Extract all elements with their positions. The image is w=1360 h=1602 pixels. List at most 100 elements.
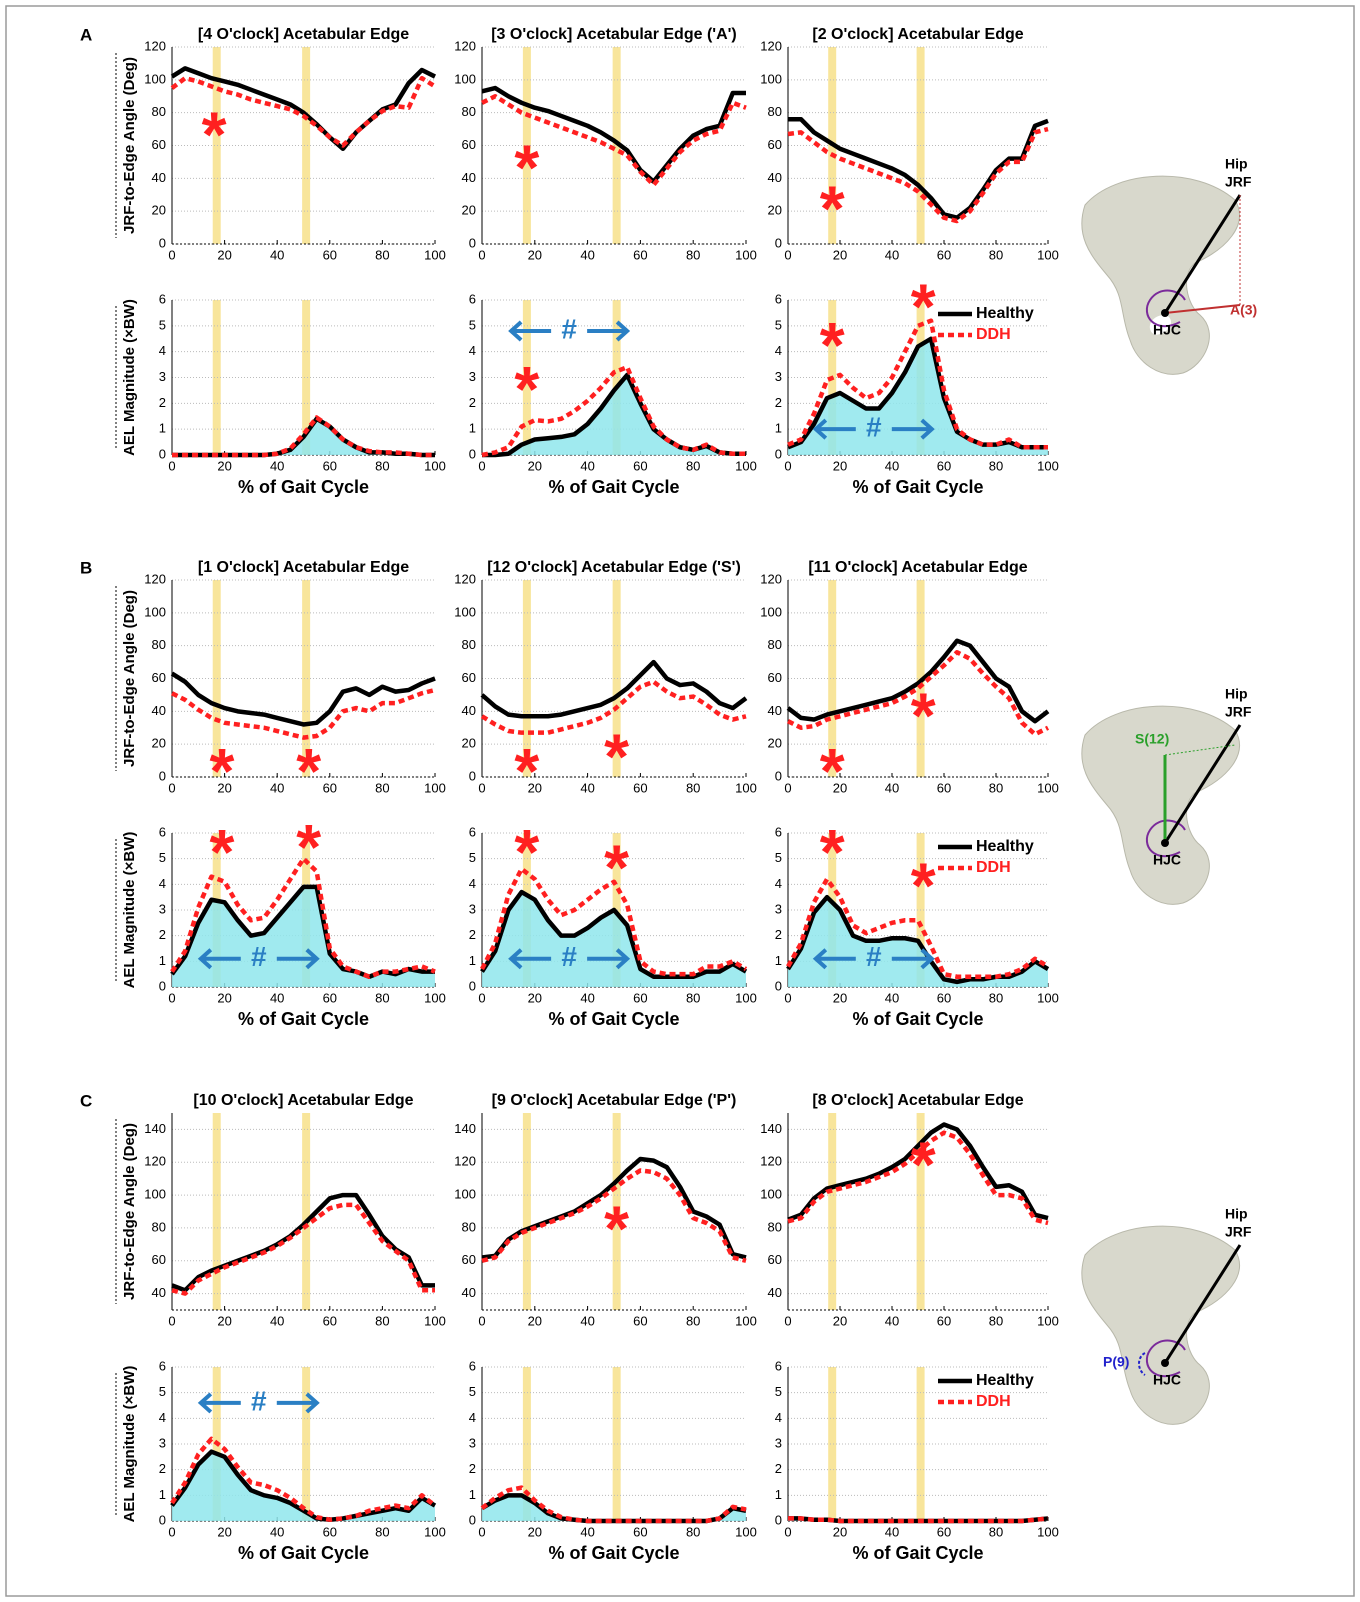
y-tick-label: 0	[775, 978, 782, 993]
x-tick-label: 20	[528, 247, 542, 262]
annotation: #	[561, 941, 577, 972]
y-tick-label: 3	[469, 1435, 476, 1450]
x-tick-label: 60	[937, 1313, 951, 1328]
y-tick-label: 2	[775, 927, 782, 942]
x-tick-label: 20	[833, 1524, 847, 1539]
y-tick-label: 1	[775, 1487, 782, 1502]
y-tick-label: 100	[454, 604, 476, 619]
x-tick-label: 0	[168, 990, 175, 1005]
annotation: #	[866, 941, 882, 972]
x-tick-label: 40	[885, 1313, 899, 1328]
y-tick-label: 80	[768, 637, 782, 652]
x-axis-label: % of Gait Cycle	[852, 1009, 983, 1029]
y-tick-label: 6	[159, 291, 166, 306]
x-tick-label: 80	[989, 780, 1003, 795]
x-tick-label: 0	[784, 780, 791, 795]
annotation: *	[820, 309, 845, 381]
y-tick-label: 0	[469, 1512, 476, 1527]
x-tick-label: 20	[528, 458, 542, 473]
x-tick-label: 60	[937, 1524, 951, 1539]
x-axis-label: % of Gait Cycle	[238, 1543, 369, 1563]
y-tick-label: 4	[775, 876, 782, 891]
annotation: *	[210, 735, 235, 807]
x-tick-label: 100	[1037, 1313, 1059, 1328]
x-tick-label: 80	[375, 990, 389, 1005]
y-tick-label: 6	[469, 1358, 476, 1373]
x-tick-label: 0	[478, 990, 485, 1005]
y-tick-label: 20	[152, 736, 166, 751]
x-tick-label: 20	[217, 247, 231, 262]
center-label: HJC	[1153, 1372, 1181, 1388]
y-tick-label: 60	[462, 670, 476, 685]
x-tick-label: 0	[784, 458, 791, 473]
y-tick-label: 80	[462, 637, 476, 652]
x-tick-label: 40	[885, 1524, 899, 1539]
x-tick-label: 40	[885, 247, 899, 262]
legend-label: Healthy	[976, 305, 1034, 322]
y-tick-label: 0	[469, 446, 476, 461]
x-tick-label: 60	[937, 990, 951, 1005]
x-tick-label: 40	[580, 780, 594, 795]
x-tick-label: 40	[580, 1524, 594, 1539]
x-tick-label: 40	[885, 780, 899, 795]
y-tick-label: 6	[469, 824, 476, 839]
y-axis-label: AEL Magnitude (×BW)	[121, 1366, 138, 1523]
chart-title: [10 O'clock] Acetabular Edge	[193, 1092, 413, 1109]
y-tick-label: 4	[469, 343, 476, 358]
pelvis	[1082, 1226, 1240, 1424]
y-tick-label: 100	[144, 604, 166, 619]
arrow	[587, 322, 627, 340]
x-axis-label: % of Gait Cycle	[238, 1009, 369, 1029]
force-label: Hip	[1225, 686, 1248, 702]
x-tick-label: 100	[1037, 458, 1059, 473]
x-tick-label: 60	[323, 780, 337, 795]
x-tick-label: 0	[478, 780, 485, 795]
x-axis-label: % of Gait Cycle	[548, 1543, 679, 1563]
chart-title: [2 O'clock] Acetabular Edge	[812, 26, 1023, 43]
x-tick-label: 40	[270, 247, 284, 262]
illustration: Hip JRF HJC A(3)	[1082, 156, 1257, 375]
x-tick-label: 40	[580, 990, 594, 1005]
y-tick-label: 100	[760, 71, 782, 86]
y-tick-label: 5	[159, 850, 166, 865]
y-tick-label: 80	[768, 104, 782, 119]
x-tick-label: 20	[833, 990, 847, 1005]
x-tick-label: 0	[478, 247, 485, 262]
x-tick-label: 100	[424, 990, 446, 1005]
y-tick-label: 40	[152, 1285, 166, 1300]
y-tick-label: 5	[775, 850, 782, 865]
y-tick-label: 0	[469, 768, 476, 783]
force-label: JRF	[1225, 704, 1252, 720]
highlight-band	[523, 1113, 531, 1310]
annotation: *	[911, 679, 936, 751]
x-tick-label: 100	[424, 1313, 446, 1328]
x-tick-label: 80	[686, 780, 700, 795]
x-tick-label: 100	[424, 247, 446, 262]
x-tick-label: 0	[168, 1313, 175, 1328]
y-tick-label: 120	[144, 38, 166, 53]
y-tick-label: 0	[775, 1512, 782, 1527]
x-tick-label: 20	[217, 990, 231, 1005]
x-tick-label: 100	[735, 1524, 757, 1539]
arrow	[277, 1394, 317, 1412]
x-tick-label: 60	[633, 1313, 647, 1328]
y-tick-label: 0	[775, 768, 782, 783]
y-tick-label: 0	[775, 446, 782, 461]
x-tick-label: 100	[1037, 990, 1059, 1005]
illustration: Hip JRF HJC S(12)	[1082, 686, 1252, 905]
x-tick-label: 0	[478, 1524, 485, 1539]
x-tick-label: 40	[270, 1313, 284, 1328]
y-tick-label: 5	[159, 1384, 166, 1399]
y-tick-label: 120	[454, 38, 476, 53]
x-tick-label: 60	[323, 247, 337, 262]
y-axis-label: JRF-to-Edge Angle (Deg)	[121, 57, 138, 234]
y-tick-label: 3	[775, 1435, 782, 1450]
y-tick-label: 6	[775, 824, 782, 839]
y-tick-label: 20	[462, 203, 476, 218]
x-tick-label: 20	[528, 1524, 542, 1539]
annotation: *	[820, 816, 845, 888]
y-tick-label: 4	[159, 876, 166, 891]
x-tick-label: 20	[528, 1313, 542, 1328]
y-tick-label: 3	[469, 901, 476, 916]
x-tick-label: 100	[735, 247, 757, 262]
